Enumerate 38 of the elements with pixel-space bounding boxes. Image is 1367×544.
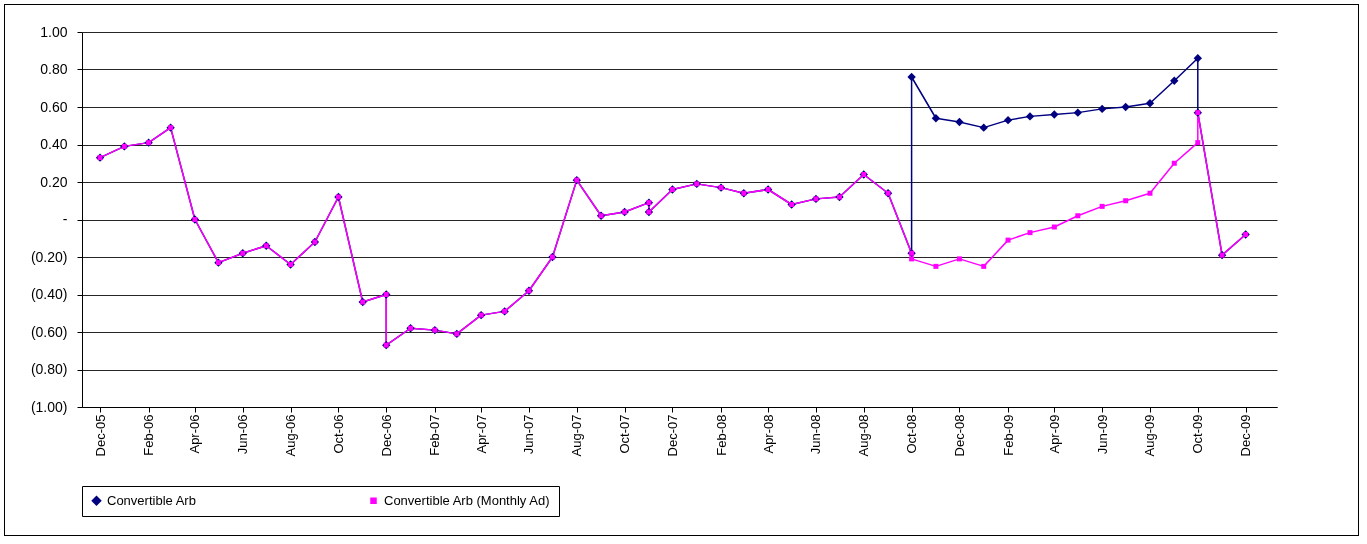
y-tick-label: (0.40): [30, 286, 68, 302]
x-tick-label: Jun-08: [808, 414, 824, 455]
y-tick-label: (1.00): [30, 398, 68, 415]
x-tick-label: Aug-06: [283, 414, 299, 457]
x-tick-label: Feb-09: [1000, 414, 1016, 456]
x-tick-label: Dec-08: [951, 414, 967, 457]
x-tick-label: Apr-07: [473, 414, 489, 454]
x-tick-label: Jun-06: [235, 414, 251, 455]
y-tick-label: (0.60): [30, 323, 68, 340]
y-tick-label: -: [62, 211, 68, 227]
legend-label: Convertible Arb (Monthly Ad): [384, 492, 550, 508]
y-tick-label: 0.60: [40, 98, 68, 115]
y-tick-label: (0.80): [30, 361, 68, 377]
legend-label: Convertible Arb: [107, 492, 196, 508]
y-tick-label: 0.20: [40, 173, 68, 190]
x-tick-label: Aug-07: [569, 414, 585, 457]
x-tick-label: Aug-09: [1142, 414, 1158, 457]
y-tick-label: 1.00: [40, 23, 68, 40]
y-tick-label: 0.80: [40, 61, 68, 77]
x-tick-label: Dec-07: [664, 414, 680, 457]
x-tick-label: Apr-09: [1046, 414, 1062, 454]
x-tick-label: Jun-09: [1094, 414, 1110, 455]
x-tick-label: Feb-07: [427, 414, 443, 456]
x-tick-label: Apr-06: [187, 414, 203, 454]
x-tick-label: Apr-08: [760, 414, 776, 454]
x-tick-label: Oct-07: [617, 414, 633, 454]
x-tick-label: Oct-08: [904, 414, 920, 454]
x-tick-label: Feb-08: [713, 414, 729, 456]
y-tick-label: (0.20): [30, 248, 68, 265]
x-tick-label: Oct-09: [1190, 414, 1206, 454]
x-tick-label: Dec-05: [92, 414, 108, 457]
x-tick-label: Feb-06: [141, 414, 157, 456]
x-tick-label: Jun-07: [521, 414, 537, 455]
y-tick-label: 0.40: [40, 136, 68, 152]
x-tick-label: Oct-06: [330, 414, 346, 454]
x-tick-label: Dec-09: [1238, 414, 1254, 457]
x-tick-label: Dec-06: [378, 414, 394, 457]
x-tick-label: Aug-08: [856, 414, 872, 457]
